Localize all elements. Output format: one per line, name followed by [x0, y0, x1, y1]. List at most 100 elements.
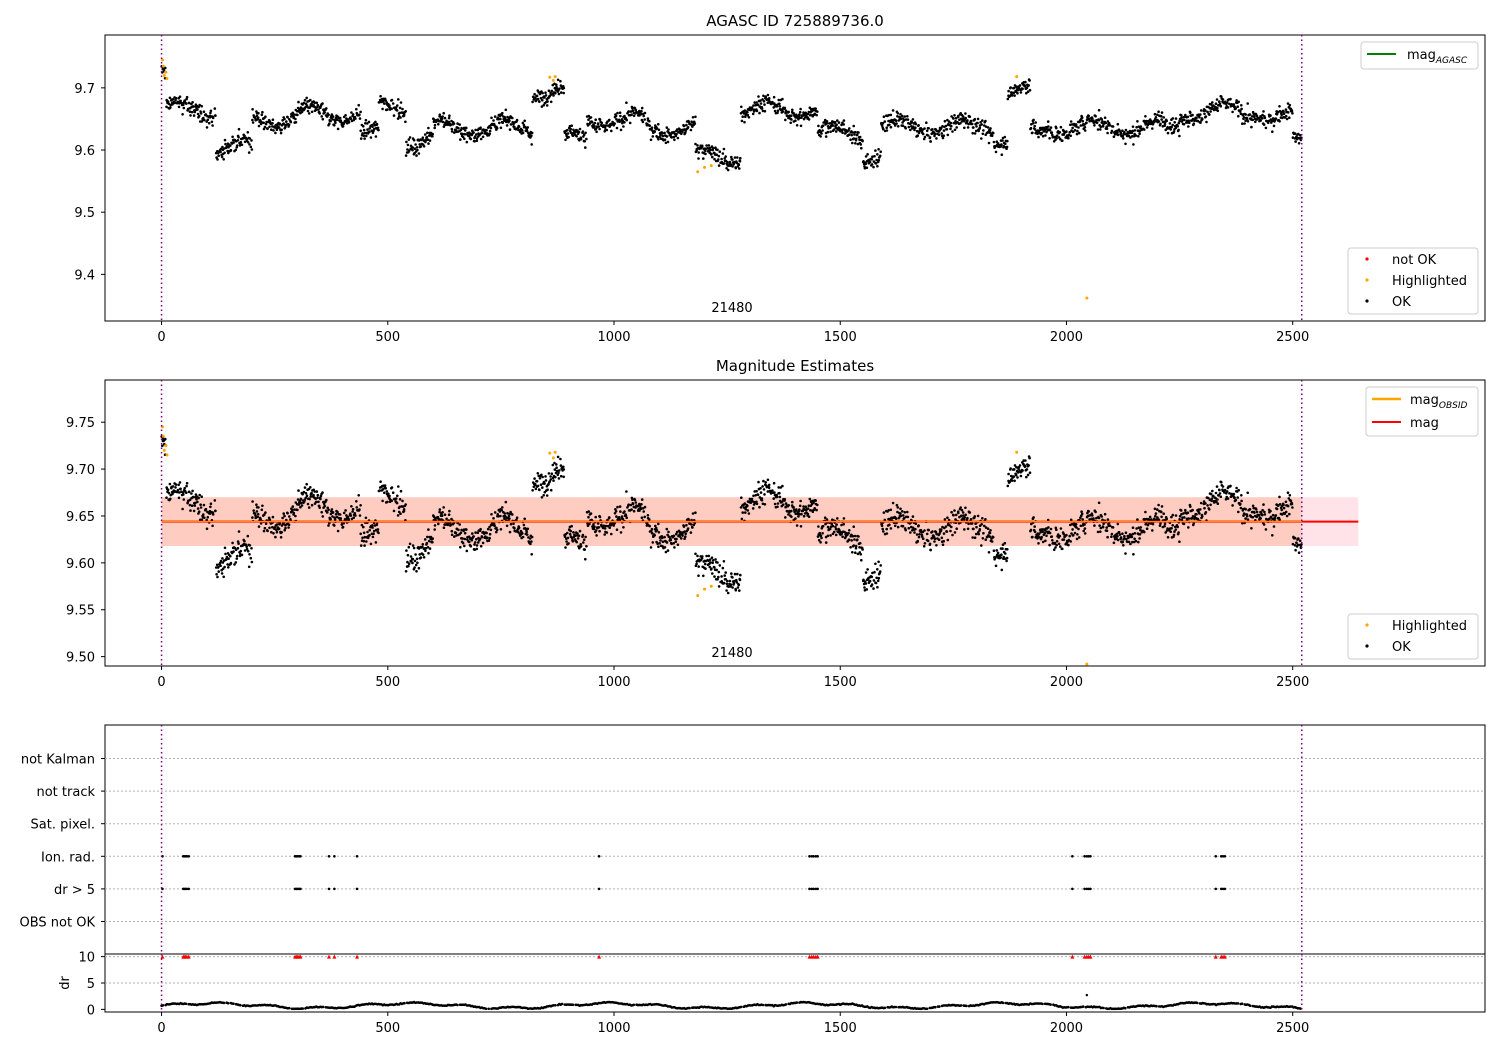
ok-point [988, 535, 991, 538]
ok-point [854, 137, 858, 141]
ok-point [1201, 515, 1204, 518]
legend-highlighted-label: Highlighted [1392, 274, 1467, 289]
ok-point [587, 515, 590, 519]
ok-point [914, 122, 918, 126]
ok-point [555, 469, 559, 473]
ok-point [506, 511, 509, 515]
ok-point [1025, 86, 1029, 90]
ok-point [854, 551, 857, 554]
ok-point [757, 480, 760, 484]
ok-point [367, 120, 371, 124]
ok-point [1039, 531, 1042, 534]
ok-point [675, 530, 679, 534]
ok-point [756, 493, 760, 497]
ok-point [1043, 532, 1046, 535]
ok-point [185, 491, 188, 495]
ok-point [593, 124, 596, 128]
ok-point [1224, 498, 1228, 501]
ok-point [738, 160, 742, 163]
ok-point [178, 481, 182, 484]
ok-point [809, 509, 812, 512]
ok-point [292, 511, 296, 515]
ok-point [873, 154, 876, 158]
flag-point [185, 855, 189, 858]
highlighted-point [165, 453, 169, 457]
ok-point [185, 95, 189, 99]
highlighted-point [548, 75, 552, 79]
ok-point [1174, 514, 1178, 517]
ok-point [309, 486, 312, 489]
ok-point [752, 494, 755, 498]
ok-point [973, 132, 977, 135]
ok-point [1058, 131, 1062, 134]
flag-point [1071, 855, 1074, 858]
ok-point [229, 554, 232, 558]
ok-point [351, 113, 355, 116]
ok-point [1178, 540, 1181, 543]
ok-point [882, 127, 885, 131]
ok-point [545, 104, 549, 107]
ok-point [571, 134, 575, 137]
ok-point [312, 493, 315, 497]
ok-point [284, 526, 287, 530]
ok-point [732, 582, 736, 585]
ok-point [552, 479, 555, 482]
ok-point [1174, 126, 1178, 130]
ok-point [383, 102, 386, 105]
ok-point [631, 106, 634, 110]
ok-point [1121, 129, 1124, 132]
ok-point [259, 120, 263, 123]
ok-point [361, 536, 364, 540]
ok-point [1203, 506, 1206, 510]
ok-point [654, 526, 658, 530]
ok-point [1223, 100, 1227, 104]
ok-point [358, 113, 361, 116]
ok-point [736, 572, 739, 576]
ok-point [1055, 136, 1058, 140]
ok-point [1198, 512, 1201, 515]
ok-point [450, 533, 454, 537]
ok-point [792, 506, 795, 509]
ok-point [493, 511, 497, 514]
ok-point [555, 463, 558, 466]
ok-point [943, 119, 947, 123]
ok-point [476, 541, 480, 544]
ok-point [617, 516, 621, 519]
ok-point [426, 131, 429, 135]
ok-point [851, 141, 854, 145]
ok-point [1296, 543, 1300, 547]
ok-point [178, 102, 181, 105]
ok-point [411, 561, 414, 565]
ok-point [1137, 134, 1140, 138]
ok-point [876, 153, 879, 156]
ok-point [767, 486, 771, 490]
ok-point [935, 544, 938, 547]
ok-point [306, 502, 310, 506]
ok-point [440, 117, 444, 120]
legend2-ok-marker [1365, 644, 1369, 648]
estimates-plot-frame [104, 379, 1486, 667]
ok-point [730, 572, 733, 575]
ok-point [798, 113, 801, 116]
ok-point [763, 103, 766, 106]
ok-point [374, 541, 378, 544]
ok-point [1295, 541, 1298, 544]
ok-point [1145, 121, 1148, 125]
ok-point [1166, 536, 1170, 539]
ok-point [654, 524, 657, 528]
ok-point [450, 529, 454, 533]
ok-point [427, 551, 430, 555]
ok-point [1094, 114, 1097, 118]
ok-point [738, 578, 742, 582]
ok-point [259, 522, 263, 525]
ok-point [359, 137, 363, 140]
ok-point [1127, 540, 1131, 544]
ok-point [691, 512, 695, 515]
ok-point [454, 531, 458, 535]
ok-point [425, 135, 429, 139]
ok-point [264, 122, 268, 126]
ok-point [362, 125, 365, 128]
ok-point [557, 471, 560, 475]
ok-point [194, 493, 198, 496]
ok-point [237, 127, 241, 131]
